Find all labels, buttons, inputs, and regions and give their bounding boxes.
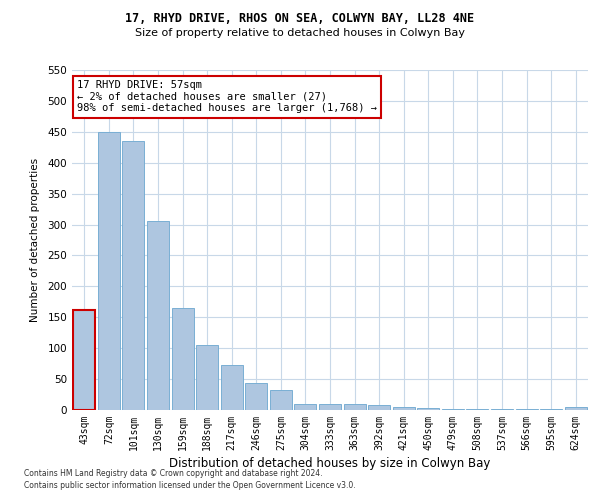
Bar [98, 132, 120, 410]
Bar [417, 408, 439, 410]
Bar [221, 365, 243, 410]
Bar [122, 141, 145, 410]
Bar [295, 404, 316, 410]
Bar [73, 310, 95, 410]
Bar [245, 384, 268, 410]
Bar [466, 409, 488, 410]
Text: 17 RHYD DRIVE: 57sqm
← 2% of detached houses are smaller (27)
98% of semi-detach: 17 RHYD DRIVE: 57sqm ← 2% of detached ho… [77, 80, 377, 114]
Bar [392, 407, 415, 410]
Text: Size of property relative to detached houses in Colwyn Bay: Size of property relative to detached ho… [135, 28, 465, 38]
Bar [491, 409, 513, 410]
Bar [344, 404, 365, 410]
Bar [147, 222, 169, 410]
Bar [172, 308, 194, 410]
Text: Contains HM Land Registry data © Crown copyright and database right 2024.: Contains HM Land Registry data © Crown c… [24, 468, 323, 477]
Bar [319, 404, 341, 410]
Bar [270, 390, 292, 410]
Bar [540, 409, 562, 410]
Bar [442, 409, 464, 410]
Bar [565, 407, 587, 410]
Y-axis label: Number of detached properties: Number of detached properties [31, 158, 40, 322]
X-axis label: Distribution of detached houses by size in Colwyn Bay: Distribution of detached houses by size … [169, 457, 491, 470]
Bar [196, 345, 218, 410]
Bar [368, 405, 390, 410]
Bar [515, 409, 538, 410]
Text: Contains public sector information licensed under the Open Government Licence v3: Contains public sector information licen… [24, 481, 356, 490]
Text: 17, RHYD DRIVE, RHOS ON SEA, COLWYN BAY, LL28 4NE: 17, RHYD DRIVE, RHOS ON SEA, COLWYN BAY,… [125, 12, 475, 26]
